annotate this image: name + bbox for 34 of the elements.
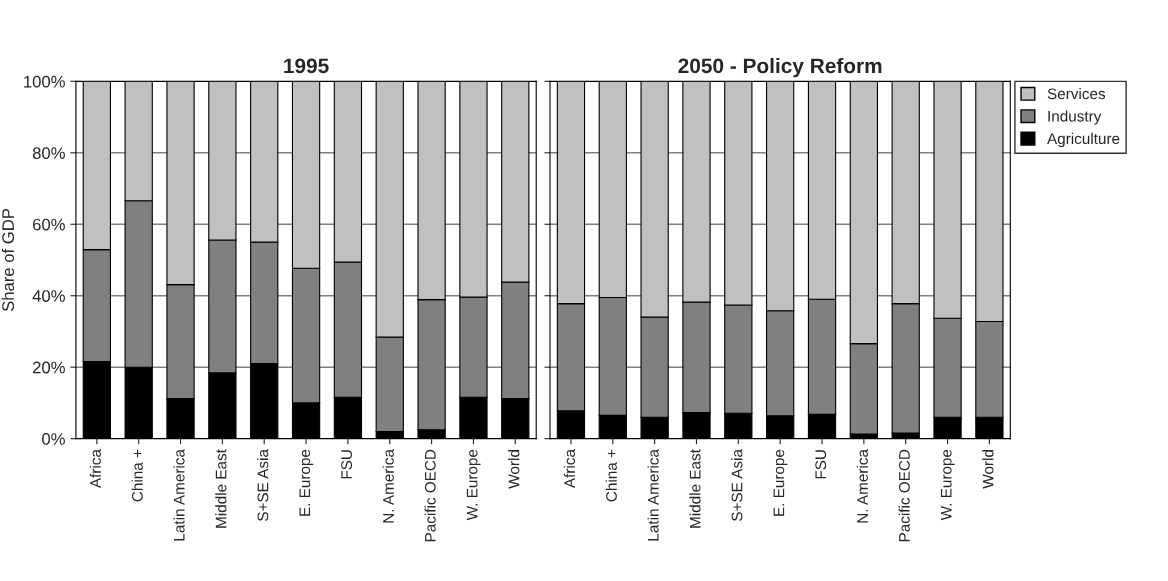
legend-label: Agriculture xyxy=(1047,132,1120,148)
x-tick-label: W. Europe xyxy=(466,449,481,521)
x-tick-label: FSU xyxy=(815,450,827,479)
chart-title: 2050 - Policy Reform xyxy=(678,57,882,78)
y-tick-label: 40% xyxy=(32,290,65,302)
x-tick-label: Middle East xyxy=(689,449,701,528)
y-tick-label: 20% xyxy=(32,361,65,374)
x-tick-label: S+SE Asia xyxy=(257,449,269,521)
x-tick-label: China + xyxy=(131,449,143,502)
x-tick-label: S+SE Asia xyxy=(731,449,743,521)
legend-label: Services xyxy=(1047,87,1106,100)
y-tick-label: 60% xyxy=(32,218,65,231)
x-tick-label: World xyxy=(982,450,994,489)
x-tick-label: Africa xyxy=(89,449,101,489)
x-tick-label: Pacific OECD xyxy=(424,449,436,542)
x-tick-label: N. America xyxy=(856,449,868,523)
y-axis-title: Share of GDP xyxy=(1,209,15,312)
x-tick-label: W. Europe xyxy=(940,449,955,521)
x-tick-label: Middle East xyxy=(215,449,227,528)
y-tick-label: 80% xyxy=(32,147,65,160)
legend-label: Industry xyxy=(1048,110,1102,125)
x-tick-label: Latin America xyxy=(173,449,185,541)
chart-title: 1995 xyxy=(284,58,329,74)
x-tick-label: E. Europe xyxy=(773,449,788,516)
x-tick-label: Pacific OECD xyxy=(898,449,910,542)
y-tick-label: 0% xyxy=(42,433,65,445)
x-tick-label: FSU xyxy=(341,450,353,479)
x-tick-label: China + xyxy=(605,449,617,502)
x-tick-label: N. America xyxy=(382,449,394,523)
x-tick-label: Latin America xyxy=(647,449,659,541)
x-tick-label: Africa xyxy=(563,449,576,489)
y-tick-label: 100% xyxy=(24,75,65,88)
x-tick-label: E. Europe xyxy=(299,449,314,516)
x-tick-label: World xyxy=(508,450,520,489)
